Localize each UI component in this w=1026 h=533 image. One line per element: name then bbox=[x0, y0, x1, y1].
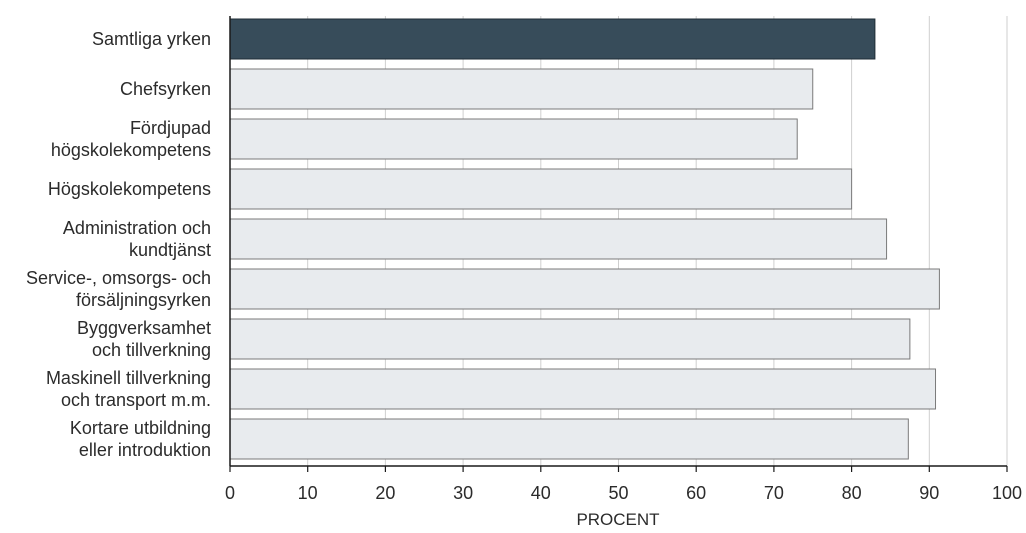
x-tick-label-90: 90 bbox=[919, 483, 939, 503]
category-label-4: Högskolekompetens bbox=[48, 179, 211, 199]
x-tick-label-70: 70 bbox=[764, 483, 784, 503]
category-label-8: Maskinell tillverkning och transport m.m. bbox=[46, 368, 211, 410]
category-label-7: Byggverksamhet och tillverkning bbox=[77, 318, 211, 360]
category-label-3: Fördjupad högskolekompetens bbox=[51, 118, 211, 160]
x-tick-label-20: 20 bbox=[375, 483, 395, 503]
bar-3 bbox=[230, 119, 797, 159]
x-tick-label-80: 80 bbox=[842, 483, 862, 503]
category-label-9: Kortare utbildning eller introduktion bbox=[70, 418, 211, 460]
bar-1 bbox=[230, 19, 875, 59]
bar-4 bbox=[230, 169, 852, 209]
x-tick-label-50: 50 bbox=[608, 483, 628, 503]
x-tick-label-100: 100 bbox=[992, 483, 1022, 503]
x-tick-label-40: 40 bbox=[531, 483, 551, 503]
x-tick-label-60: 60 bbox=[686, 483, 706, 503]
x-tick-label-0: 0 bbox=[225, 483, 235, 503]
category-label-5: Administration och kundtjänst bbox=[63, 218, 211, 260]
x-tick-label-30: 30 bbox=[453, 483, 473, 503]
x-axis-title: PROCENT bbox=[576, 510, 659, 528]
category-label-1: Samtliga yrken bbox=[92, 29, 211, 49]
bar-7 bbox=[230, 319, 910, 359]
bar-2 bbox=[230, 69, 813, 109]
category-label-6: Service-, omsorgs- och försäljningsyrken bbox=[26, 268, 211, 310]
bar-6 bbox=[230, 269, 939, 309]
bar-9 bbox=[230, 419, 908, 459]
category-label-2: Chefsyrken bbox=[120, 79, 211, 99]
bars bbox=[230, 19, 939, 459]
category-labels: Samtliga yrken Chefsyrken Fördjupad högskol… bbox=[26, 29, 211, 460]
x-tick-label-10: 10 bbox=[298, 483, 318, 503]
bar-5 bbox=[230, 219, 887, 259]
bar-8 bbox=[230, 369, 936, 409]
